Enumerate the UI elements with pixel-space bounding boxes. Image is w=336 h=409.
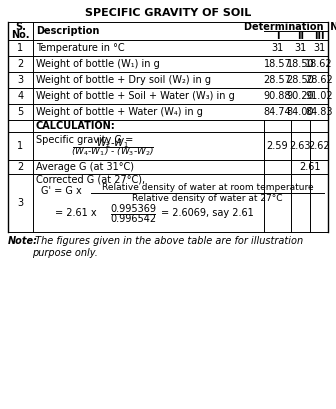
Text: 31: 31: [313, 43, 325, 53]
Text: Weight of bottle + Water (W₄) in g: Weight of bottle + Water (W₄) in g: [36, 107, 203, 117]
Text: 2.63: 2.63: [290, 141, 311, 151]
Text: 5: 5: [17, 107, 24, 117]
Text: S.: S.: [15, 22, 26, 32]
Text: G' = G x: G' = G x: [41, 187, 81, 196]
Text: 2: 2: [17, 59, 24, 69]
Text: 31: 31: [271, 43, 284, 53]
Text: 2.61: 2.61: [299, 162, 320, 172]
Text: = 2.6069, say 2.61: = 2.6069, say 2.61: [161, 209, 254, 218]
Text: Description: Description: [36, 26, 99, 36]
Text: 90.20: 90.20: [287, 91, 314, 101]
Text: 3: 3: [17, 75, 24, 85]
Text: 91.02: 91.02: [305, 91, 333, 101]
Text: ($W_4$-$W_1$) - ($W_3$-$W_2$): ($W_4$-$W_1$) - ($W_3$-$W_2$): [71, 146, 155, 158]
Text: 1: 1: [17, 43, 24, 53]
Text: 28.57: 28.57: [263, 75, 291, 85]
Text: Corrected G (at 27°C),: Corrected G (at 27°C),: [36, 174, 145, 184]
Text: 84.74: 84.74: [264, 107, 291, 117]
Text: = 2.61 x: = 2.61 x: [55, 209, 97, 218]
Text: Relative density of water at 27°C: Relative density of water at 27°C: [132, 194, 283, 203]
Text: 2.62: 2.62: [308, 141, 330, 151]
Text: 4: 4: [17, 91, 24, 101]
Text: 0.996542: 0.996542: [110, 214, 156, 224]
Text: 1: 1: [17, 141, 24, 151]
Text: Determination  No.: Determination No.: [244, 22, 336, 31]
Text: 90.88: 90.88: [264, 91, 291, 101]
Text: Weight of bottle + Dry soil (W₂) in g: Weight of bottle + Dry soil (W₂) in g: [36, 75, 211, 85]
Text: 84.83: 84.83: [305, 107, 333, 117]
Text: 28.50: 28.50: [287, 75, 314, 85]
Text: Temperature in °C: Temperature in °C: [36, 43, 125, 53]
Text: Specific gravity G =: Specific gravity G =: [36, 135, 133, 145]
Text: 18.50: 18.50: [287, 59, 314, 69]
Text: 84.00: 84.00: [287, 107, 314, 117]
Text: I: I: [276, 31, 279, 41]
Text: Weight of bottle (W₁) in g: Weight of bottle (W₁) in g: [36, 59, 160, 69]
Text: 28.62: 28.62: [305, 75, 333, 85]
Text: CALCULATION:: CALCULATION:: [36, 121, 116, 131]
Text: $W_2$-$W_1$: $W_2$-$W_1$: [96, 136, 129, 150]
Text: II: II: [297, 31, 304, 41]
Text: SPECIFIC GRAVITY OF SOIL: SPECIFIC GRAVITY OF SOIL: [85, 8, 251, 18]
Text: 3: 3: [17, 198, 24, 208]
Text: Note:: Note:: [8, 236, 38, 246]
Text: 2.59: 2.59: [267, 141, 288, 151]
Text: No.: No.: [11, 31, 30, 40]
Text: 31: 31: [294, 43, 307, 53]
Text: 18.57: 18.57: [264, 59, 291, 69]
Text: Average G (at 31°C): Average G (at 31°C): [36, 162, 134, 172]
Text: Weight of bottle + Soil + Water (W₃) in g: Weight of bottle + Soil + Water (W₃) in …: [36, 91, 235, 101]
Text: III: III: [314, 31, 324, 41]
Text: The figures given in the above table are for illustration
purpose only.: The figures given in the above table are…: [32, 236, 303, 258]
Text: 2: 2: [17, 162, 24, 172]
Text: Relative density of water at room temperature: Relative density of water at room temper…: [102, 183, 313, 192]
Text: 18.62: 18.62: [305, 59, 333, 69]
Text: 0.995369: 0.995369: [110, 204, 156, 214]
